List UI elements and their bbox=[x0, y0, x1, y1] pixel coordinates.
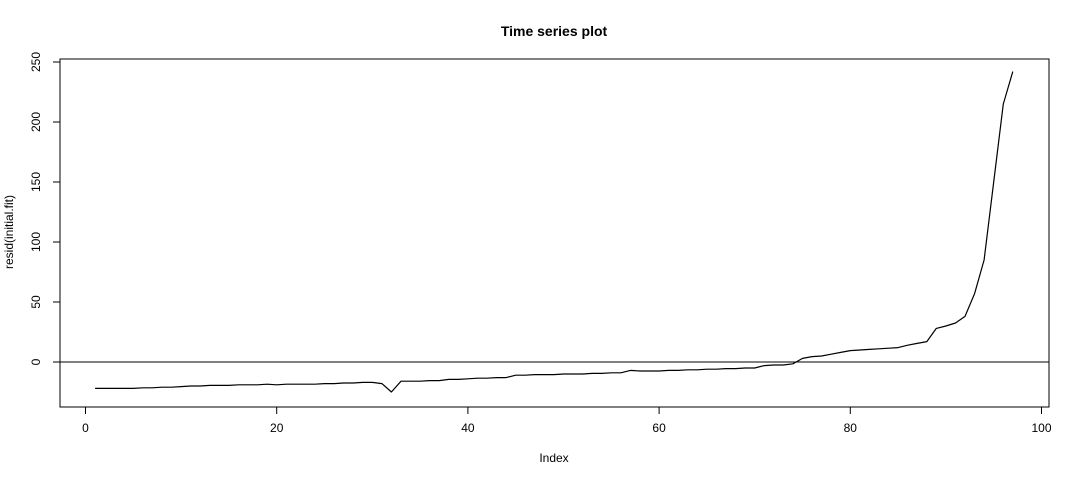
x-tick-label: 80 bbox=[844, 421, 858, 435]
x-tick-label: 40 bbox=[461, 421, 475, 435]
chart-title: Time series plot bbox=[501, 23, 608, 39]
x-tick-label: 60 bbox=[652, 421, 666, 435]
x-tick-label: 0 bbox=[82, 421, 89, 435]
y-tick-label: 0 bbox=[29, 358, 43, 365]
y-tick-label: 200 bbox=[29, 112, 43, 132]
y-tick-label: 150 bbox=[29, 172, 43, 192]
y-tick-label: 50 bbox=[29, 295, 43, 309]
series-line bbox=[95, 71, 1014, 393]
x-axis-label: Index bbox=[539, 451, 568, 465]
x-axis: 0 20 40 60 80 100 bbox=[82, 406, 1052, 435]
x-tick-label: 20 bbox=[270, 421, 284, 435]
y-tick-label: 250 bbox=[29, 52, 43, 72]
y-axis: 0 50 100 150 200 250 bbox=[29, 52, 61, 365]
plot-frame bbox=[59, 58, 1050, 408]
y-tick-label: 100 bbox=[29, 232, 43, 252]
x-tick-label: 100 bbox=[1031, 421, 1051, 435]
y-axis-label: resid(initial.fit) bbox=[2, 195, 16, 269]
series-layer bbox=[95, 71, 1014, 393]
